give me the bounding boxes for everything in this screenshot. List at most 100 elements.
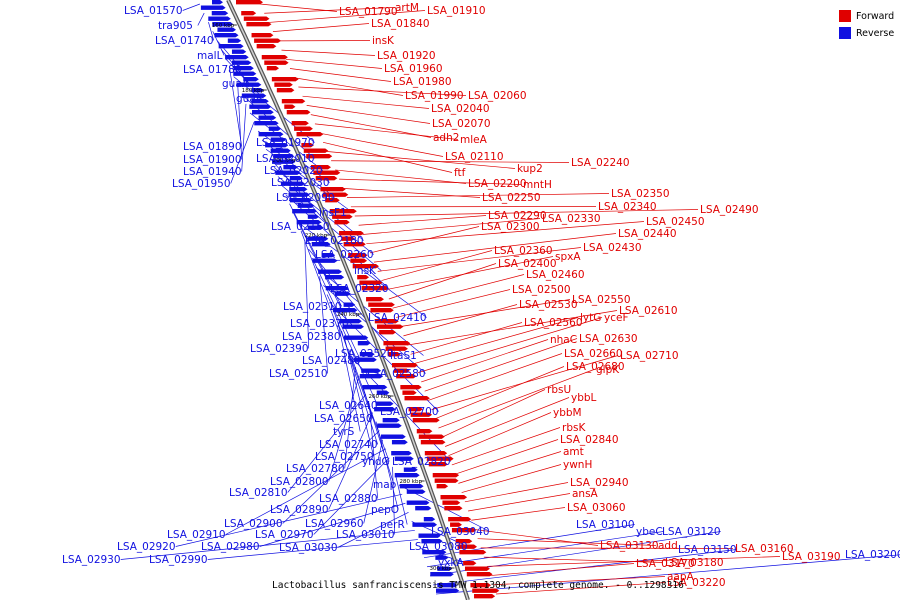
reverse-gene-label[interactable]: LSA_02520 <box>335 348 394 360</box>
reverse-gene-label[interactable]: LSA_02990 <box>149 554 208 566</box>
reverse-gene-label[interactable]: insK <box>354 265 377 277</box>
reverse-gene-label[interactable]: LSA_02780 <box>286 463 345 475</box>
reverse-gene-label[interactable]: LSA_03120 <box>662 526 721 538</box>
forward-gene-label[interactable]: amt <box>563 446 584 458</box>
reverse-gene-label[interactable]: LSA_02880 <box>319 493 378 505</box>
reverse-gene-label[interactable]: LSA_01890 <box>183 141 242 153</box>
reverse-gene-label[interactable]: LSA_02510 <box>269 368 328 380</box>
forward-gene-label[interactable]: LSA_01960 <box>384 63 443 75</box>
reverse-gene-label[interactable]: LSA_02800 <box>270 476 329 488</box>
forward-gene-label[interactable]: LSA_01840 <box>371 18 430 30</box>
reverse-gene-label[interactable]: LSA_01740 <box>155 35 214 47</box>
reverse-gene-label[interactable]: map <box>373 479 397 491</box>
forward-gene-label[interactable]: ansA <box>572 488 599 500</box>
forward-gene-label[interactable]: LSA_02240 <box>571 157 630 169</box>
reverse-gene-label[interactable]: insF1 <box>319 207 347 219</box>
reverse-gene-label[interactable]: LSA_02980 <box>201 541 260 553</box>
forward-gene-label[interactable]: LSA_02530 <box>519 299 578 311</box>
reverse-gene-label[interactable]: LSA_01900 <box>183 154 242 166</box>
forward-gene-label[interactable]: mntH <box>523 179 552 191</box>
forward-gene-label[interactable]: LSA_01910 <box>427 5 486 17</box>
forward-gene-label[interactable]: yceF <box>604 312 629 324</box>
reverse-gene-label[interactable]: LSA_02700 <box>380 406 439 418</box>
reverse-gene-label[interactable]: LSA_01780 <box>183 64 242 76</box>
forward-gene-label[interactable]: LSA_02060 <box>468 90 527 102</box>
forward-gene-label[interactable]: aapA <box>667 571 695 583</box>
reverse-gene-label[interactable]: LSA_02380 <box>282 331 341 343</box>
reverse-gene-label[interactable]: malL <box>197 50 223 62</box>
reverse-gene-label[interactable]: LSA_02030 <box>271 177 330 189</box>
reverse-gene-label[interactable]: LSA_02750 <box>315 451 374 463</box>
reverse-gene-label[interactable]: LSA_02260 <box>315 249 374 261</box>
forward-gene-label[interactable]: LSA_02460 <box>526 269 585 281</box>
forward-gene-label[interactable]: artM <box>395 2 419 14</box>
reverse-gene-label[interactable]: perR <box>380 519 405 531</box>
reverse-gene-label[interactable]: tra905 <box>158 20 193 32</box>
forward-gene-label[interactable]: mleA <box>460 134 488 146</box>
reverse-gene-label[interactable]: LSA_02820 <box>392 456 451 468</box>
reverse-gene-label[interactable]: LSA_02580 <box>367 368 426 380</box>
forward-gene-label[interactable]: LSA_02840 <box>560 434 619 446</box>
reverse-gene-label[interactable]: guaB <box>236 93 263 105</box>
reverse-gene-label[interactable]: LSA_02740 <box>319 439 378 451</box>
forward-gene-label[interactable]: lytG <box>580 312 601 324</box>
forward-gene-label[interactable]: LSA_01920 <box>377 50 436 62</box>
forward-gene-label[interactable]: LSA_03130 <box>600 540 659 552</box>
reverse-gene-label[interactable]: LSA_02650 <box>314 413 373 425</box>
reverse-gene-label[interactable]: LSA_02640 <box>319 400 378 412</box>
forward-gene-label[interactable]: ybbL <box>571 392 597 404</box>
reverse-gene-label[interactable]: LSA_02310 <box>283 301 342 313</box>
forward-gene-label[interactable]: LSA_01790 <box>339 6 398 18</box>
reverse-gene-label[interactable]: pepO <box>371 504 399 516</box>
reverse-gene-label[interactable]: LSA_03150 <box>678 544 737 556</box>
reverse-gene-label[interactable]: LSA_03030 <box>279 542 338 554</box>
forward-gene-label[interactable]: LSA_02400 <box>498 258 557 270</box>
forward-gene-label[interactable]: LSA_02630 <box>579 333 638 345</box>
forward-gene-label[interactable]: ybbM <box>553 407 582 419</box>
reverse-gene-label[interactable]: LSA_02970 <box>255 529 314 541</box>
reverse-gene-label[interactable]: guaA <box>222 78 250 90</box>
forward-gene-label[interactable]: LSA_02500 <box>512 284 571 296</box>
reverse-gene-label[interactable]: LSA_02390 <box>250 343 309 355</box>
forward-gene-label[interactable]: insK <box>372 35 395 47</box>
reverse-gene-label[interactable]: LSA_03200 <box>845 549 900 561</box>
reverse-gene-label[interactable]: LSA_02480 <box>302 355 361 367</box>
forward-gene-label[interactable]: LSA_02360 <box>494 245 553 257</box>
forward-gene-label[interactable]: LSA_02430 <box>583 242 642 254</box>
reverse-gene-label[interactable]: LSA_02410 <box>368 312 427 324</box>
forward-gene-label[interactable]: LSA_03190 <box>782 551 841 563</box>
forward-gene-label[interactable]: LSA_03180 <box>665 557 724 569</box>
reverse-gene-label[interactable]: LSA_01950 <box>172 178 231 190</box>
forward-gene-label[interactable]: LSA_02610 <box>619 305 678 317</box>
reverse-gene-label[interactable]: LSA_02150 <box>271 221 330 233</box>
reverse-gene-label[interactable]: LSA_02180 <box>305 235 364 247</box>
reverse-gene-label[interactable]: LSA_02810 <box>229 487 288 499</box>
forward-gene-label[interactable]: kup2 <box>517 163 543 175</box>
forward-gene-label[interactable]: LSA_02560 <box>524 317 583 329</box>
forward-gene-label[interactable]: LSA_03160 <box>735 543 794 555</box>
reverse-gene-label[interactable]: LSA_03010 <box>336 529 395 541</box>
reverse-gene-label[interactable]: tyrS <box>333 426 355 438</box>
forward-gene-label[interactable]: LSA_02070 <box>432 118 491 130</box>
forward-gene-label[interactable]: glpK <box>596 364 620 376</box>
forward-gene-label[interactable]: LSA_02290 <box>488 210 547 222</box>
reverse-gene-label[interactable]: LSA_02920 <box>117 541 176 553</box>
reverse-gene-label[interactable]: LSA_02090 <box>276 192 335 204</box>
forward-gene-label[interactable]: rbsU <box>547 384 571 396</box>
forward-gene-label[interactable]: LSA_02350 <box>611 188 670 200</box>
forward-gene-label[interactable]: ftf <box>454 167 466 179</box>
forward-gene-label[interactable]: LSA_01980 <box>393 76 452 88</box>
forward-gene-label[interactable]: LSA_02490 <box>700 204 759 216</box>
reverse-gene-label[interactable]: LSA_02900 <box>224 518 283 530</box>
reverse-gene-label[interactable]: LSA_02960 <box>305 518 364 530</box>
forward-gene-label[interactable]: rbsK <box>562 422 586 434</box>
forward-gene-label[interactable]: LSA_02660 <box>564 348 623 360</box>
reverse-gene-label[interactable]: LSA_02930 <box>62 554 121 566</box>
forward-gene-label[interactable]: LSA_02330 <box>542 213 601 225</box>
reverse-gene-label[interactable]: ybeC <box>636 526 663 538</box>
reverse-gene-label[interactable]: LSA_02010 <box>256 153 315 165</box>
forward-gene-label[interactable]: LSA_03220 <box>667 577 726 589</box>
reverse-gene-label[interactable]: LSA_02890 <box>270 504 329 516</box>
forward-gene-label[interactable]: LSA_02340 <box>598 201 657 213</box>
forward-gene-label[interactable]: LSA_02250 <box>482 192 541 204</box>
